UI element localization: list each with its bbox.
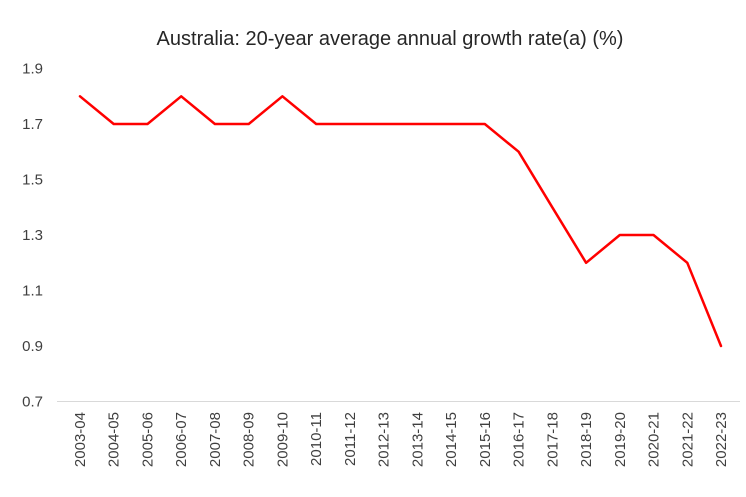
y-axis-tick-labels: 0.7 0.9 1.1 1.3 1.5 1.7 1.9 (22, 61, 43, 411)
x-tick-label: 2012-13 (376, 412, 393, 467)
x-tick-label: 2006-07 (173, 412, 190, 467)
x-tick-label: 2014-15 (443, 412, 460, 467)
x-tick-label: 2019-20 (612, 412, 629, 467)
x-tick-label: 2005-06 (139, 412, 156, 467)
y-tick-label: 1.7 (22, 116, 43, 133)
chart-title: Australia: 20-year average annual growth… (157, 28, 624, 50)
y-tick-label: 1.3 (22, 227, 43, 244)
x-tick-label: 2022-23 (713, 412, 730, 467)
x-tick-label: 2003-04 (72, 412, 89, 467)
x-tick-label: 2015-16 (477, 412, 494, 467)
x-tick-label: 2011-12 (342, 412, 359, 466)
y-tick-label: 1.5 (22, 172, 43, 189)
x-tick-label: 2004-05 (106, 412, 123, 467)
x-tick-label: 2007-08 (207, 412, 224, 467)
x-tick-label: 2010-11 (308, 412, 325, 466)
x-axis-tick-labels: 2003-04 2004-05 2005-06 2006-07 2007-08 2008-… (72, 412, 730, 467)
x-tick-label: 2018-19 (578, 412, 595, 467)
x-tick-label: 2020-21 (646, 412, 663, 467)
x-tick-label: 2021-22 (679, 412, 696, 467)
y-tick-label: 0.7 (22, 394, 43, 411)
x-tick-label: 2017-18 (544, 412, 561, 467)
y-tick-label: 1.9 (22, 61, 43, 78)
y-tick-label: 1.1 (22, 283, 43, 300)
x-tick-label: 2009-10 (274, 412, 291, 467)
data-series-line (78, 95, 723, 348)
x-tick-label: 2016-17 (511, 412, 528, 467)
y-tick-label: 0.9 (22, 338, 43, 355)
x-tick-label: 2008-09 (241, 412, 258, 467)
x-tick-label: 2013-14 (409, 412, 426, 467)
